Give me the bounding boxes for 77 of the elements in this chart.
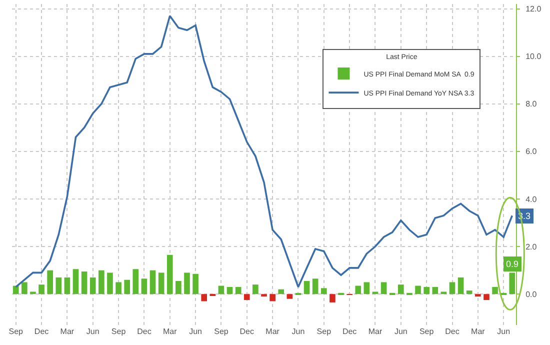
bar: [98, 270, 104, 294]
bar: [47, 270, 53, 294]
x-tick-label: Mar: [162, 327, 178, 336]
bar: [107, 272, 113, 294]
x-tick-label: Jun: [189, 327, 202, 336]
bar: [320, 288, 327, 294]
x-tick-label: Sep: [111, 327, 126, 336]
y-tick-label: 2.0: [526, 242, 538, 252]
bar: [116, 282, 122, 294]
bar: [484, 294, 490, 300]
bar: [72, 269, 79, 294]
bar: [124, 280, 130, 294]
bar: [304, 281, 310, 294]
x-tick-label: Jun: [292, 327, 305, 336]
bar: [286, 294, 293, 299]
bar: [12, 286, 19, 294]
x-tick-label: Mar: [60, 327, 74, 336]
bar: [132, 269, 139, 294]
bar: [398, 284, 404, 294]
x-tick-label: Mar: [471, 327, 486, 336]
y-tick-label: 8.0: [526, 100, 538, 109]
bar: [218, 286, 224, 294]
x-tick-label: Dec: [445, 327, 460, 336]
bar: [440, 292, 447, 294]
bar: [424, 286, 430, 294]
data-label: 0.9: [506, 259, 519, 269]
bar: [38, 284, 44, 294]
bar: [81, 272, 88, 294]
bar: [458, 277, 464, 294]
bar: [415, 286, 421, 294]
y-tick-label: 10.0: [526, 52, 542, 62]
bar: [270, 294, 276, 302]
bar: [166, 254, 173, 294]
bar: [364, 282, 370, 294]
x-tick-label: Sep: [214, 327, 229, 336]
bar: [244, 294, 250, 300]
bar: [150, 270, 156, 294]
bar: [141, 278, 148, 294]
bar: [201, 294, 208, 302]
x-tick-label: Sep: [8, 327, 24, 336]
bar: [355, 286, 362, 294]
bar: [432, 286, 438, 294]
bar: [22, 282, 28, 294]
x-tick-label: Mar: [368, 327, 382, 336]
bar: [372, 292, 378, 294]
y-tick-label: 12.0: [526, 4, 542, 14]
y-tick-label: 4.0: [526, 194, 538, 204]
bar: [252, 284, 258, 294]
y-tick-label: 6.0: [526, 147, 538, 156]
x-tick-label: Mar: [266, 327, 280, 336]
bar: [192, 274, 198, 294]
bar: [184, 272, 190, 294]
x-tick-label: Jun: [394, 327, 408, 336]
x-tick-label: Dec: [34, 327, 49, 336]
x-tick-label: Jun: [86, 327, 100, 336]
x-tick-label: Dec: [137, 327, 152, 336]
x-tick-label: Jun: [497, 327, 510, 336]
bar: [278, 289, 284, 294]
x-tick-label: Dec: [240, 327, 254, 336]
bar: [330, 294, 336, 302]
bar: [466, 290, 472, 294]
bar: [312, 278, 318, 294]
bar: [56, 277, 62, 294]
bar: [235, 286, 242, 294]
bar: [492, 286, 498, 294]
bar: [30, 292, 36, 294]
bar: [90, 277, 96, 294]
bar: [64, 277, 70, 294]
y-tick-label: 0.0: [526, 290, 538, 299]
x-tick-label: Sep: [419, 327, 434, 336]
bar: [449, 282, 456, 294]
x-tick-label: Sep: [316, 327, 332, 336]
bar: [158, 272, 164, 294]
bar: [176, 281, 182, 294]
bar: [226, 286, 233, 294]
x-tick-label: Dec: [342, 327, 357, 336]
bar: [380, 282, 387, 294]
